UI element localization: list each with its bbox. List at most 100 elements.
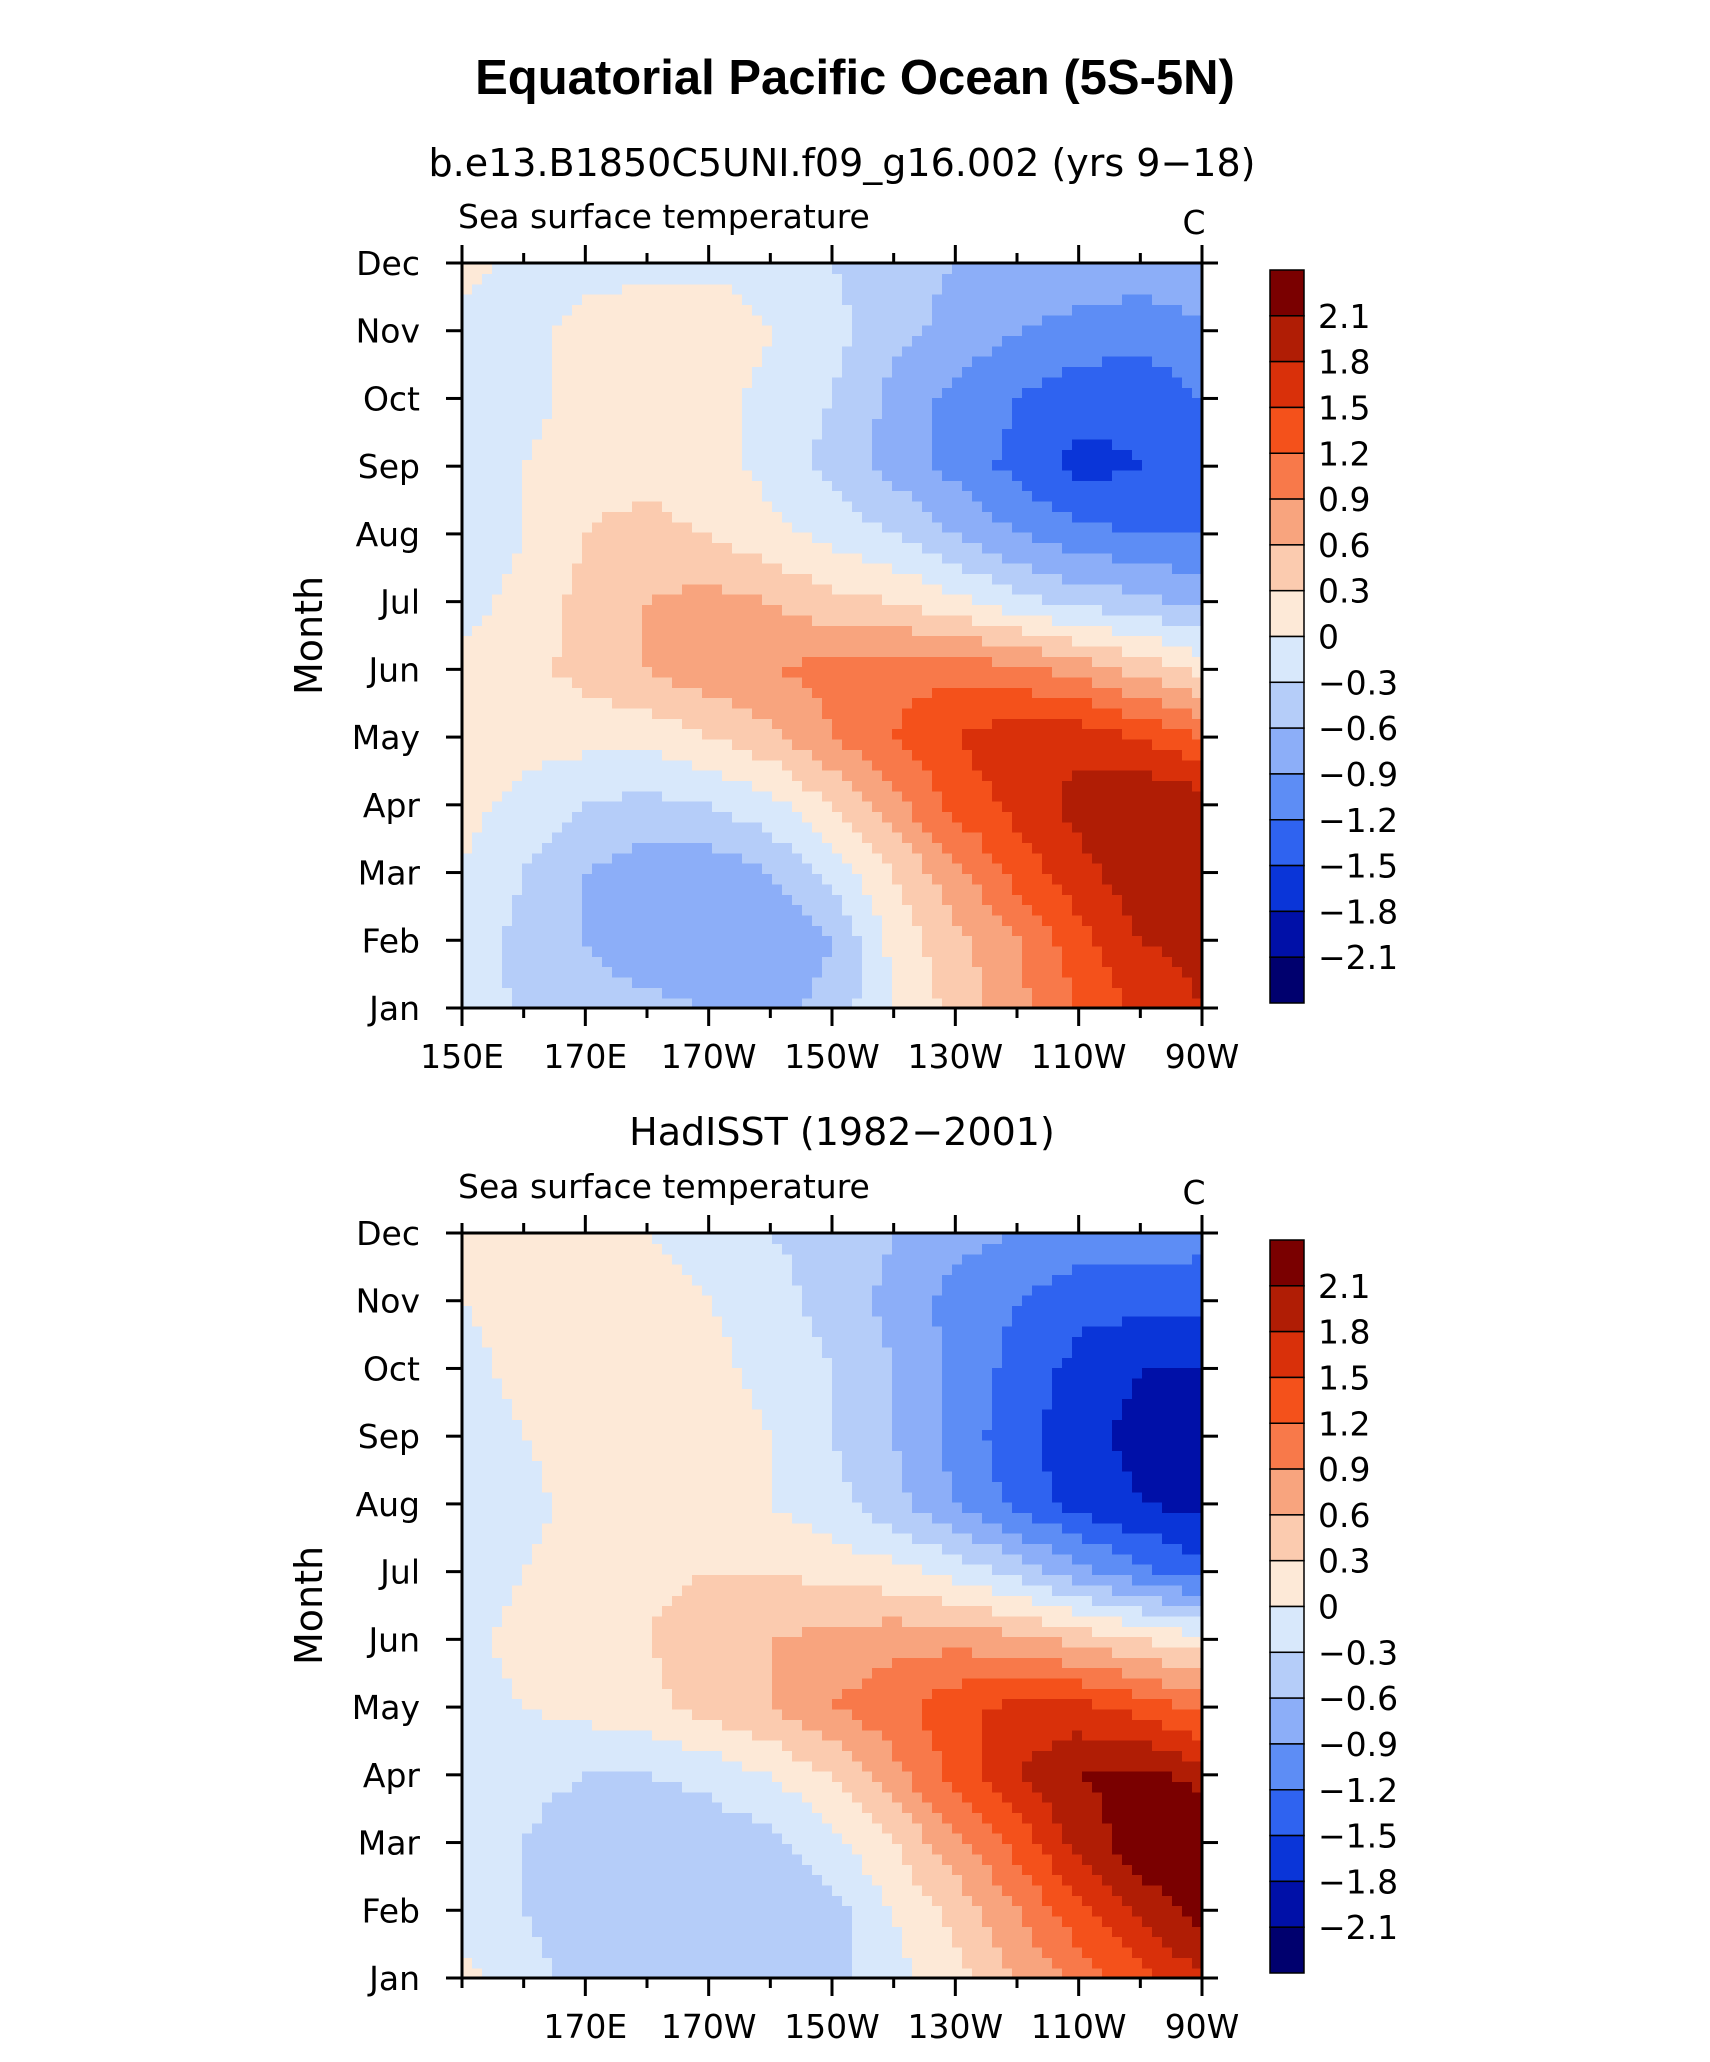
contour-cell	[1082, 987, 1093, 999]
contour-cell	[562, 738, 573, 750]
contour-cell	[1192, 707, 1203, 719]
contour-cell	[462, 304, 473, 316]
contour-cell	[902, 687, 913, 699]
contour-cell	[582, 904, 593, 916]
contour-cell	[752, 852, 763, 864]
contour-cell	[842, 894, 853, 906]
contour-cell	[1042, 625, 1053, 637]
contour-cell	[862, 687, 873, 699]
contour-cell	[1052, 718, 1063, 730]
contour-cell	[922, 418, 933, 430]
contour-cell	[1022, 500, 1033, 512]
contour-cell	[592, 832, 603, 844]
contour-cell	[892, 594, 903, 606]
contour-cell	[1142, 345, 1153, 357]
contour-cell	[532, 376, 543, 388]
contour-cell	[892, 480, 903, 492]
contour-cell	[1052, 728, 1063, 740]
contour-cell	[692, 345, 703, 357]
contour-cell	[962, 883, 973, 895]
contour-cell	[802, 335, 813, 347]
contour-cell	[1082, 635, 1093, 647]
contour-cell	[1072, 366, 1083, 378]
contour-cell	[622, 883, 633, 895]
contour-cell	[1102, 976, 1113, 988]
contour-cell	[692, 552, 703, 564]
contour-cell	[732, 614, 743, 626]
contour-cell	[1092, 852, 1103, 864]
contour-cell	[672, 645, 683, 657]
contour-cell	[912, 997, 923, 1009]
contour-cell	[482, 997, 493, 1009]
contour-cell	[1022, 314, 1033, 326]
contour-cell	[1172, 469, 1183, 481]
contour-cell	[812, 428, 823, 440]
contour-cell	[1162, 594, 1173, 606]
contour-cell	[1162, 387, 1173, 399]
contour-cell	[832, 573, 843, 585]
contour-cell	[1142, 759, 1153, 771]
contour-cell	[852, 407, 863, 419]
contour-cell	[992, 945, 1003, 957]
contour-cell	[1122, 325, 1133, 337]
contour-cell	[812, 976, 823, 988]
contour-cell	[492, 811, 503, 823]
contour-cell	[592, 656, 603, 668]
contour-cell	[592, 759, 603, 771]
contour-cell	[1012, 935, 1023, 947]
contour-cell	[892, 459, 903, 471]
contour-cell	[902, 987, 913, 999]
contour-cell	[692, 656, 703, 668]
contour-cell	[552, 790, 563, 802]
contour-cell	[822, 449, 833, 461]
contour-cell	[572, 997, 583, 1009]
contour-cell	[672, 521, 683, 533]
contour-cell	[1152, 863, 1163, 875]
contour-cell	[632, 614, 643, 626]
contour-cell	[652, 821, 663, 833]
contour-cell	[912, 749, 923, 761]
contour-cell	[1092, 863, 1103, 875]
contour-cell	[1112, 790, 1123, 802]
contour-cell	[892, 728, 903, 740]
contour-cell	[1112, 687, 1123, 699]
contour-cell	[1032, 635, 1043, 647]
contour-cell	[1162, 552, 1173, 564]
contour-cell	[862, 645, 873, 657]
contour-cell	[842, 407, 853, 419]
contour-cell	[602, 914, 613, 926]
contour-cell	[1122, 956, 1133, 968]
contour-cell	[612, 842, 623, 854]
contour-cell	[862, 511, 873, 523]
contour-cell	[712, 656, 723, 668]
contour-cell	[462, 418, 473, 430]
contour-cell	[542, 676, 553, 688]
contour-cell	[1052, 387, 1063, 399]
contour-cell	[532, 738, 543, 750]
contour-cell	[882, 759, 893, 771]
contour-cell	[642, 687, 653, 699]
contour-cell	[882, 914, 893, 926]
contour-cell	[1072, 438, 1083, 450]
contour-cell	[862, 749, 873, 761]
contour-cell	[1192, 790, 1203, 802]
contour-cell	[1132, 490, 1143, 502]
contour-cell	[722, 738, 733, 750]
contour-cell	[572, 573, 583, 585]
contour-cell	[1002, 500, 1013, 512]
contour-cell	[472, 738, 483, 750]
contour-cell	[672, 573, 683, 585]
contour-cell	[682, 614, 693, 626]
contour-cell	[962, 718, 973, 730]
contour-cell	[512, 552, 523, 564]
contour-cell	[1162, 718, 1173, 730]
contour-cell	[572, 707, 583, 719]
contour-cell	[622, 987, 633, 999]
contour-cell	[1112, 749, 1123, 761]
contour-cell	[1032, 738, 1043, 750]
contour-cell	[992, 863, 1003, 875]
contour-cell	[492, 614, 503, 626]
contour-cell	[482, 687, 493, 699]
contour-cell	[862, 366, 873, 378]
contour-cell	[572, 366, 583, 378]
